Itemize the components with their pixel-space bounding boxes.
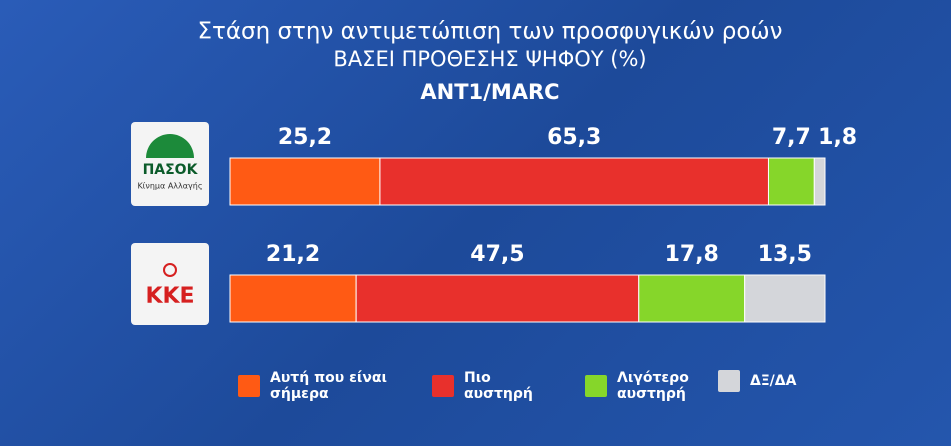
- category-label: ΚΚΕ: [145, 284, 194, 309]
- bar-segment: [767, 157, 815, 206]
- bar-segment: [813, 157, 826, 206]
- legend-swatch: [238, 375, 260, 397]
- value-label: 65,3: [547, 125, 601, 150]
- legend-label: Λιγότερο αυστηρή: [617, 370, 689, 402]
- value-label: 17,8: [665, 242, 719, 267]
- logo-box: [131, 122, 209, 206]
- value-label: 13,5: [758, 242, 812, 267]
- legend-swatch: [585, 375, 607, 397]
- value-label: 47,5: [470, 242, 524, 267]
- source: ANT1/MARC: [420, 80, 559, 104]
- legend-item: Πιο αυστηρή: [432, 370, 559, 402]
- legend-label: ΔΞ/ΔΑ: [750, 373, 797, 389]
- annotation: Κίνημα Αλλαγής: [137, 182, 202, 191]
- logo-box: [131, 243, 209, 325]
- value-label: 7,7: [772, 125, 811, 150]
- chart-title: Στάση στην αντιμετώπιση των προσφυγικών …: [197, 19, 782, 45]
- bar-segment: [229, 157, 381, 206]
- bar-segment: [638, 274, 746, 323]
- legend-item: Λιγότερο αυστηρή: [585, 370, 712, 402]
- logo-symbol: [163, 263, 177, 277]
- legend-label: Αυτή που είναι σήμερα: [270, 370, 387, 402]
- bar-segment: [744, 274, 826, 323]
- value-label: 1,8: [818, 125, 857, 150]
- value-label: 21,2: [266, 242, 320, 267]
- category-label: ΠΑΣΟΚ: [143, 162, 199, 178]
- bar-segment: [229, 274, 357, 323]
- logo-sun: [146, 134, 194, 158]
- bar-segment: [355, 274, 640, 323]
- legend-item: ΔΞ/ΔΑ: [718, 370, 845, 392]
- chart-subtitle: ΒΑΣΕΙ ΠΡΟΘΕΣΗΣ ΨΗΦΟΥ (%): [333, 47, 646, 71]
- value-label: 25,2: [278, 125, 332, 150]
- legend-label: Πιο αυστηρή: [464, 370, 533, 402]
- bar-segment: [379, 157, 769, 206]
- legend-item: Αυτή που είναι σήμερα: [238, 370, 390, 402]
- legend-swatch: [432, 375, 454, 397]
- legend-swatch: [718, 370, 740, 392]
